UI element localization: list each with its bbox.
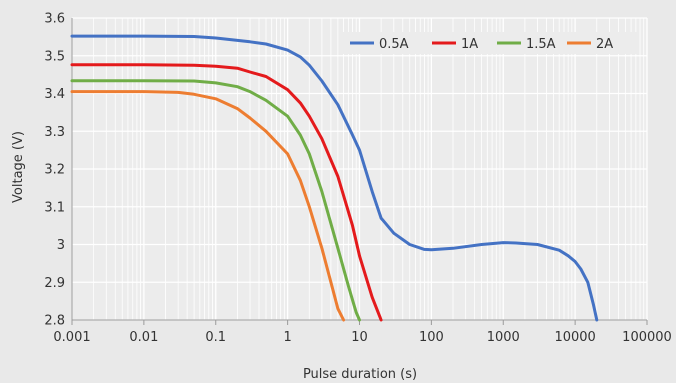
series-line-1-5a — [70, 79, 361, 322]
grid — [71, 17, 648, 321]
series-line-0-5a — [70, 34, 599, 322]
x-tick-label: 100 — [419, 330, 444, 345]
series-line-1a — [70, 63, 383, 322]
axes: 0.001 0.01 0.1 1 10 100 1000 10000 100000 2.8 2.9 3… — [44, 12, 672, 346]
legend-label: 0.5A — [379, 37, 409, 52]
y-tick-label: 2.9 — [44, 276, 65, 291]
x-tick-label: 0.01 — [129, 330, 158, 345]
x-tick-label: 100000 — [622, 330, 672, 345]
series-group — [70, 34, 599, 322]
y-tick-label: 3 — [57, 238, 65, 253]
y-tick-label: 2.8 — [44, 314, 65, 329]
x-tick-label: 10 — [351, 330, 368, 345]
y-tick-label: 3.5 — [44, 49, 65, 64]
legend: 0.5A 1A 1.5A 2A — [340, 32, 638, 54]
x-tick-label: 10000 — [554, 330, 595, 345]
x-tick-label: 0.001 — [53, 330, 90, 345]
y-tick-label: 3.1 — [44, 200, 65, 215]
y-tick-label: 3.4 — [44, 87, 65, 102]
y-axis-title: Voltage (V) — [11, 131, 26, 203]
legend-background — [340, 32, 638, 54]
x-tick-label: 1000 — [487, 330, 520, 345]
legend-label: 2A — [596, 37, 613, 52]
x-tick-label: 1 — [283, 330, 291, 345]
y-tick-label: 3.6 — [44, 12, 65, 27]
y-tick-label: 3.3 — [44, 125, 65, 140]
series-line-2a — [70, 90, 346, 322]
legend-label: 1A — [461, 37, 478, 52]
legend-label: 1.5A — [526, 37, 556, 52]
y-tick-label: 3.2 — [44, 163, 65, 178]
x-tick-label: 0.1 — [205, 330, 226, 345]
x-axis-title: Pulse duration (s) — [303, 367, 417, 382]
